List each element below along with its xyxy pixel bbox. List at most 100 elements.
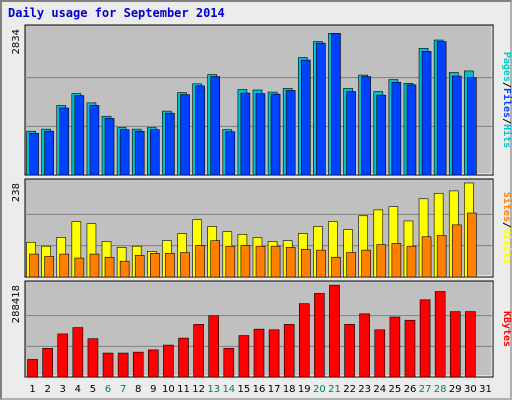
kbytes-bar (238, 335, 250, 378)
kbytes-bar (27, 359, 38, 378)
x-tick-label: 3 (60, 384, 66, 395)
sites-bar (134, 254, 145, 278)
kbytes-bar (117, 352, 129, 378)
x-tick-label: 8 (135, 384, 141, 395)
kbytes-legend-label: KBytes (501, 311, 512, 347)
kbytes-bar (298, 303, 310, 378)
x-tick-label: 18 (283, 384, 296, 395)
sites-bar (285, 247, 296, 278)
kbytes-bar (389, 316, 401, 378)
kbytes-bar (208, 315, 220, 378)
chart-title: Daily usage for September 2014 (8, 6, 225, 20)
files-bar (300, 59, 311, 176)
kbytes-bar (148, 349, 159, 378)
x-tick-label: 17 (268, 384, 281, 395)
files-bar (376, 94, 387, 176)
legend-files: Files (501, 88, 512, 118)
sites-visits-panel: 238 (11, 178, 494, 278)
legend-separator: / (501, 222, 512, 228)
files-bar (361, 76, 371, 176)
kbytes-bar (72, 327, 84, 378)
x-tick-label: 7 (120, 384, 126, 395)
files-bar (436, 41, 447, 176)
files-bar (421, 51, 432, 176)
kbytes-bar (404, 319, 416, 378)
sites-bar (119, 260, 130, 278)
kbytes-bar (419, 299, 431, 378)
sites-bar (255, 245, 266, 278)
files-bar (59, 107, 70, 176)
x-tick-label: 14 (222, 384, 235, 395)
x-tick-label: 11 (177, 384, 190, 395)
x-tick-label: 23 (358, 384, 371, 395)
sites-bar (29, 253, 39, 278)
sites-bar (331, 256, 341, 278)
kbytes-bar (193, 324, 204, 378)
kbytes-bar (42, 347, 53, 378)
files-bar (74, 95, 85, 176)
x-tick-label: 24 (373, 384, 386, 395)
sites-bar (361, 249, 371, 278)
files-bar (29, 132, 39, 176)
sites-bar (195, 245, 205, 278)
kbytes-bar (268, 329, 280, 378)
kbytes-bar (163, 344, 174, 378)
sites-bar (225, 245, 236, 278)
x-tick-label: 26 (404, 384, 417, 395)
files-bar (346, 91, 356, 176)
sites-bar (165, 253, 175, 278)
sites-bar (59, 253, 70, 278)
sites-bar (346, 252, 356, 278)
kbytes-bar (344, 324, 355, 378)
files-bar (406, 84, 417, 176)
x-tick-label: 6 (105, 384, 111, 395)
kbytes-bar (57, 333, 69, 378)
files-bar (240, 92, 251, 176)
sites-bar (391, 243, 402, 278)
files-bar (89, 105, 100, 176)
x-tick-label: 13 (207, 384, 220, 395)
files-bar (391, 81, 402, 176)
x-tick-label: 16 (253, 384, 266, 395)
sites-visits-legend-label: Sites/Visits (501, 192, 512, 264)
files-bar (210, 76, 221, 176)
sites-bar (270, 245, 281, 278)
x-tick-label: 20 (313, 384, 326, 395)
kbytes-bar (223, 347, 235, 378)
x-tick-label: 28 (434, 384, 447, 395)
files-bar (270, 93, 281, 176)
x-tick-label: 30 (464, 384, 477, 395)
x-tick-label: 15 (238, 384, 251, 395)
files-bar (180, 94, 190, 176)
files-bar (150, 129, 160, 176)
files-bar (134, 130, 145, 176)
sites-bar (44, 256, 54, 278)
kbytes-bar (283, 324, 295, 378)
files-bar (451, 75, 462, 176)
files-bar (44, 130, 54, 176)
files-bar (195, 85, 205, 176)
legend-pages: Pages (501, 52, 512, 82)
legend-sites: Sites (501, 192, 512, 222)
sites-bar (180, 252, 190, 278)
legend-hits: Hits (501, 124, 512, 148)
files-bar (285, 90, 296, 176)
sites-bar (436, 235, 447, 278)
sites-bar (300, 249, 311, 278)
x-tick-label: 1 (29, 384, 35, 395)
files-bar (225, 131, 236, 176)
pages-files-hits-panel: 2834 (11, 24, 494, 176)
sites-bar (316, 249, 326, 278)
x-tick-label: 10 (162, 384, 175, 395)
sites-bar (89, 253, 100, 278)
sites-visits-max-label: 238 (11, 183, 22, 202)
x-tick-label: 21 (328, 384, 341, 395)
legend-kbytes: KBytes (501, 311, 512, 347)
sites-bar (240, 245, 251, 278)
sites-bar (451, 224, 462, 278)
sites-bar (421, 236, 432, 278)
kbytes-bar (449, 311, 461, 378)
x-tick-label: 2 (44, 384, 50, 395)
kbytes-panel: 288418 (11, 280, 494, 378)
